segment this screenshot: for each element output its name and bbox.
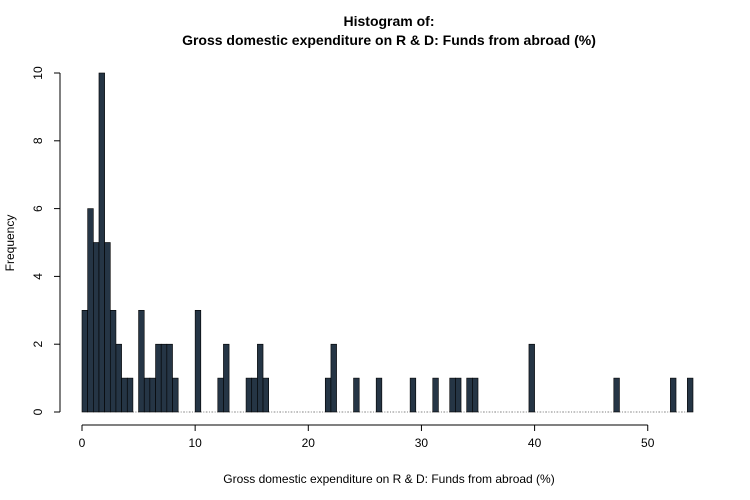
x-axis-label: Gross domestic expenditure on R & D: Fun…: [223, 472, 554, 486]
histogram-bar: [126, 377, 134, 413]
bars-group: [81, 72, 694, 413]
histogram-bar: [160, 343, 168, 413]
histogram-bar: [455, 377, 462, 413]
histogram-bar: [172, 377, 179, 413]
histogram-bar: [251, 377, 258, 413]
histogram-bar: [138, 309, 145, 413]
histogram-bar: [245, 377, 253, 413]
y-axis: 0 2 4 6 8 10: [31, 66, 61, 415]
histogram-bar: [262, 377, 269, 413]
histogram-bar: [466, 377, 473, 413]
x-tick-label: 50: [641, 436, 655, 450]
y-tick-label: 10: [31, 66, 45, 80]
histogram-bar: [98, 72, 105, 413]
histogram-bar: [149, 377, 156, 413]
y-tick-label: 8: [31, 137, 45, 144]
chart-title-line1: Histogram of:: [344, 13, 435, 29]
histogram-bar: [324, 377, 332, 413]
histogram-bar: [687, 377, 694, 413]
y-tick-label: 6: [31, 205, 45, 212]
chart-title-line2: Gross domestic expenditure on R & D: Fun…: [182, 32, 596, 48]
histogram-bar: [223, 343, 230, 413]
histogram-bar: [409, 377, 417, 413]
histogram-bar: [472, 377, 479, 413]
histogram-bar: [87, 208, 94, 413]
histogram-bar: [449, 377, 456, 413]
histogram-bar: [528, 343, 535, 413]
histogram-bar: [432, 377, 439, 413]
histogram-bar: [257, 343, 264, 413]
histogram-bar: [375, 377, 383, 413]
histogram-bar: [330, 343, 337, 413]
x-tick-label: 20: [302, 436, 316, 450]
histogram-bar: [93, 242, 100, 413]
histogram-bar: [166, 343, 173, 413]
histogram-bar: [143, 377, 151, 413]
x-tick-label: 30: [415, 436, 429, 450]
histogram-bar: [81, 309, 88, 413]
x-tick-label: 0: [79, 436, 86, 450]
histogram-bar: [115, 343, 122, 413]
y-tick-label: 2: [31, 341, 45, 348]
x-axis: 0 10 20 30 40 50: [79, 424, 655, 450]
histogram-bar: [155, 343, 162, 413]
y-tick-label: 4: [31, 273, 45, 280]
histogram-bar: [613, 377, 620, 413]
histogram-bar: [194, 309, 202, 413]
histogram-bar: [121, 377, 128, 413]
histogram-bar: [670, 377, 677, 413]
y-axis-label: Frequency: [3, 215, 17, 272]
x-tick-label: 40: [528, 436, 542, 450]
histogram-bar: [217, 377, 224, 413]
x-tick-label: 10: [188, 436, 202, 450]
histogram-bar: [353, 377, 360, 413]
histogram-bar: [109, 309, 117, 413]
y-tick-label: 0: [31, 408, 45, 415]
histogram-bar: [104, 242, 111, 413]
